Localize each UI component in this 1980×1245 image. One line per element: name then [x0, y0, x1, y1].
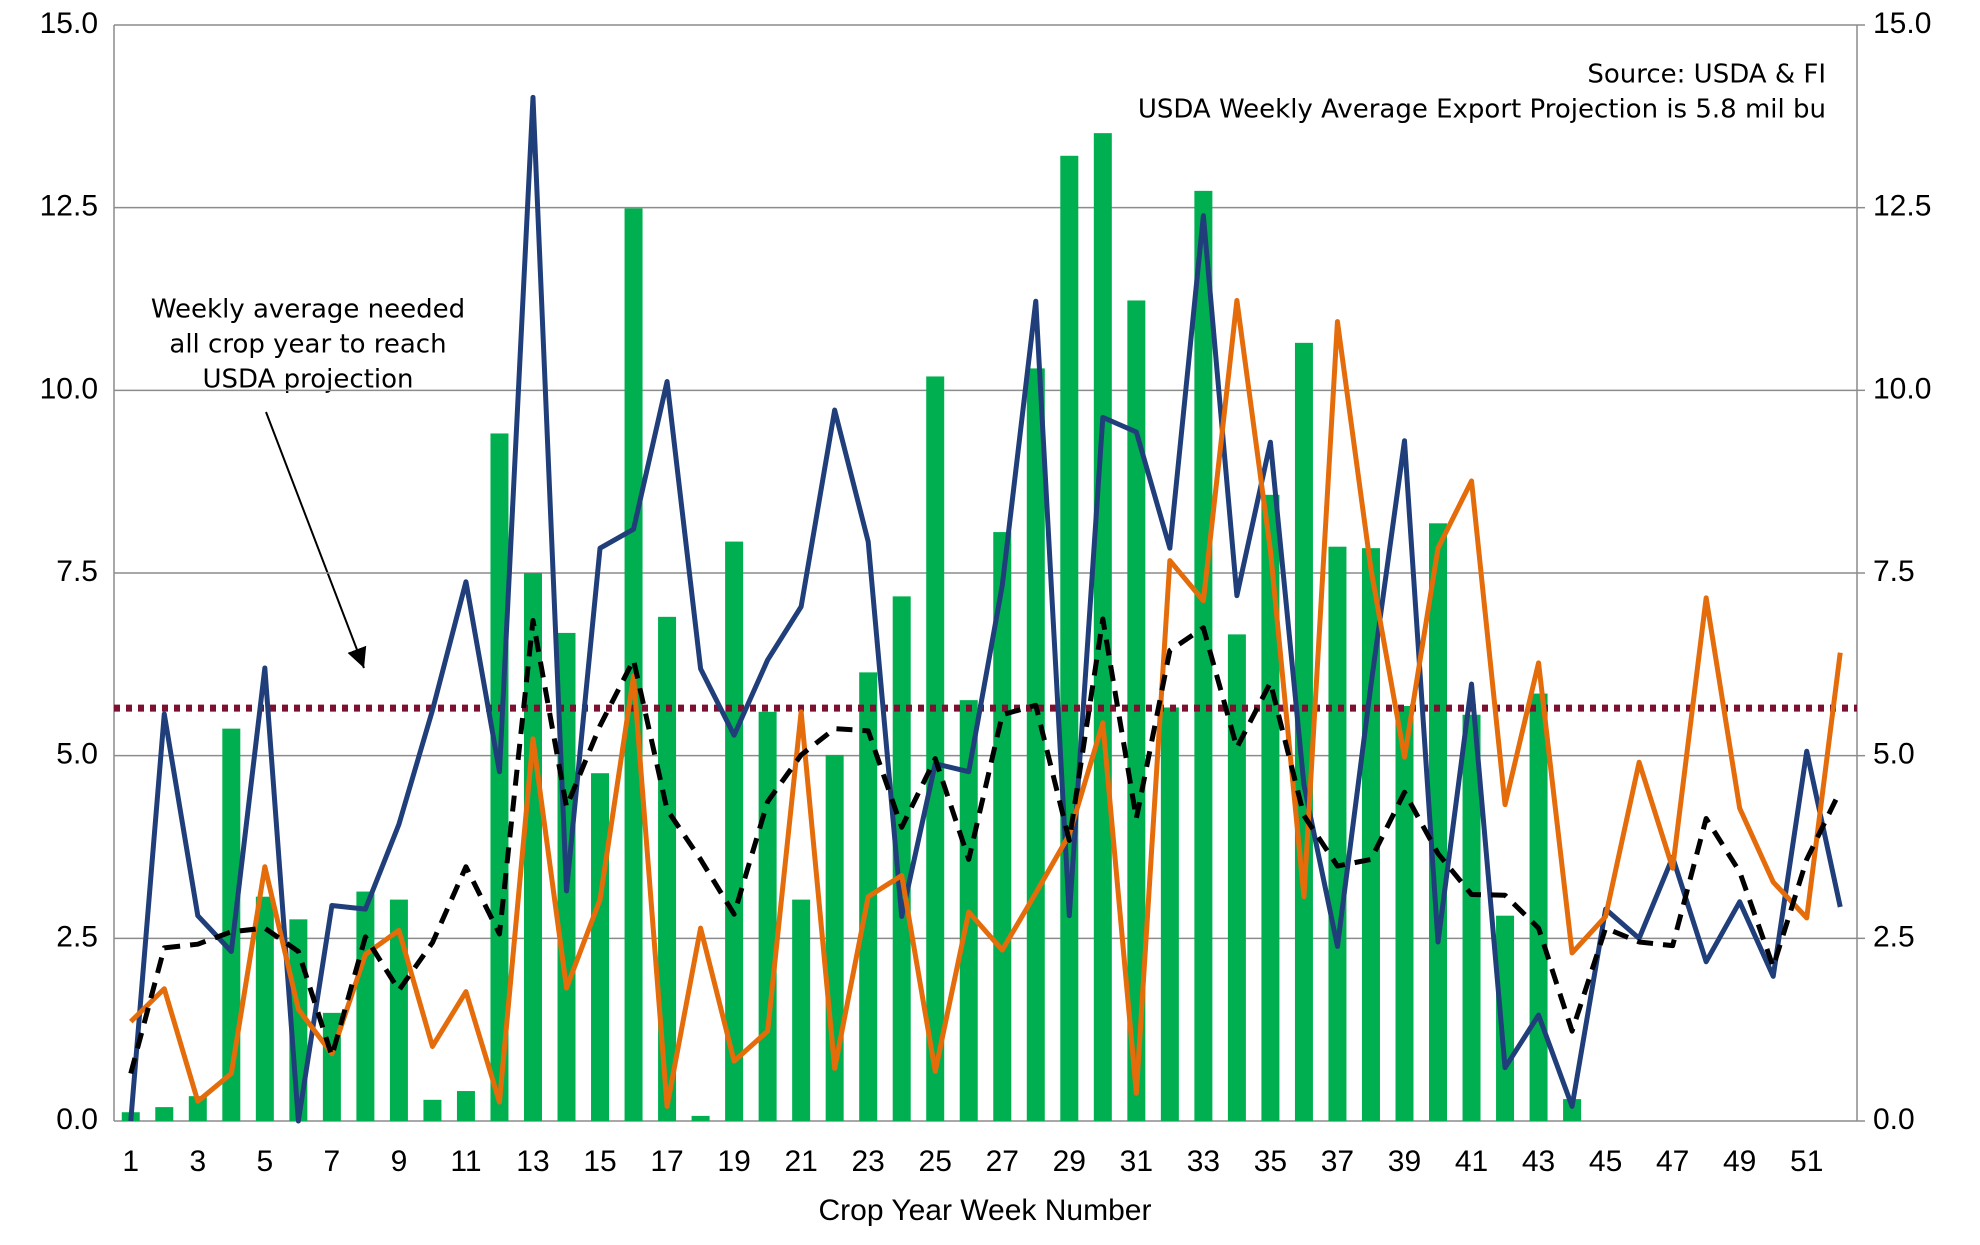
x-tick-label: 49	[1723, 1145, 1756, 1178]
y-tick-label: 5.0	[56, 738, 98, 771]
x-tick-label: 43	[1522, 1145, 1555, 1178]
y2-tick-label: 0.0	[1873, 1103, 1915, 1136]
bar	[591, 773, 610, 1121]
x-tick-label: 37	[1321, 1145, 1354, 1178]
x-tick-label: 15	[583, 1145, 616, 1178]
x-tick-label: 13	[516, 1145, 549, 1178]
bar	[1026, 368, 1045, 1121]
y2-tick-label: 10.0	[1873, 372, 1931, 405]
bar	[222, 728, 241, 1121]
x-tick-label: 17	[650, 1145, 683, 1178]
bar	[255, 896, 274, 1121]
bar	[792, 899, 811, 1121]
bar	[1160, 707, 1179, 1121]
x-tick-label: 5	[256, 1145, 273, 1178]
x-tick-label: 27	[986, 1145, 1019, 1178]
line-series	[129, 297, 1843, 1109]
bar	[389, 899, 408, 1121]
x-tick-label: 29	[1053, 1145, 1086, 1178]
bar	[1496, 915, 1515, 1121]
arrow-note: all crop year to reach	[169, 330, 446, 360]
x-tick-label: 11	[450, 1145, 481, 1178]
bar	[1563, 1099, 1582, 1121]
bar	[892, 596, 911, 1121]
x-tick-label: 21	[784, 1145, 817, 1178]
bar	[356, 891, 375, 1121]
arrow-note: USDA projection	[203, 365, 414, 395]
bar	[523, 573, 542, 1121]
bar	[691, 1115, 710, 1121]
bar	[456, 1091, 475, 1121]
bar	[725, 541, 744, 1121]
x-tick-label: 41	[1455, 1145, 1488, 1178]
x-tick-label: 33	[1187, 1145, 1220, 1178]
x-tick-label: 9	[391, 1145, 408, 1178]
bar	[1060, 155, 1079, 1122]
x-tick-label: 7	[324, 1145, 341, 1178]
x-tick-label: 3	[189, 1145, 206, 1178]
x-tick-label: 47	[1656, 1145, 1689, 1178]
arrow-note: Weekly average needed	[151, 295, 465, 325]
x-axis-label: Crop Year Week Number	[819, 1194, 1152, 1227]
line-series	[128, 616, 1843, 1075]
x-tick-label: 25	[919, 1145, 952, 1178]
bar	[1328, 546, 1347, 1121]
bar	[1529, 693, 1548, 1121]
y-tick-label: 15.0	[40, 7, 98, 40]
y-tick-label: 10.0	[40, 372, 98, 405]
bar	[758, 711, 777, 1121]
y-tick-label: 0.0	[56, 1103, 98, 1136]
x-tick-label: 39	[1388, 1145, 1421, 1178]
y2-tick-label: 5.0	[1873, 738, 1915, 771]
x-tick-label: 31	[1120, 1145, 1153, 1178]
arrow	[265, 411, 367, 669]
projection-note: USDA Weekly Average Export Projection is…	[1138, 95, 1826, 125]
source-note: Source: USDA & FI	[1587, 60, 1826, 90]
y-tick-label: 2.5	[56, 920, 98, 953]
bar	[1294, 342, 1313, 1122]
bar	[1261, 494, 1280, 1121]
bar	[1462, 714, 1481, 1121]
bar	[993, 532, 1012, 1121]
bar	[1361, 548, 1380, 1121]
bar	[155, 1107, 174, 1121]
x-tick-label: 51	[1790, 1145, 1823, 1178]
bar	[658, 616, 677, 1121]
x-tick-label: 23	[851, 1145, 884, 1178]
y2-tick-label: 2.5	[1873, 920, 1915, 953]
x-tick-label: 19	[717, 1145, 750, 1178]
bar	[926, 376, 945, 1121]
bar	[1395, 705, 1414, 1121]
bar	[1227, 634, 1246, 1121]
line-series	[128, 94, 1843, 1124]
y2-tick-label: 15.0	[1873, 7, 1931, 40]
y-tick-label: 7.5	[56, 555, 98, 588]
x-tick-label: 45	[1589, 1145, 1622, 1178]
bar	[1194, 190, 1213, 1121]
x-tick-label: 1	[122, 1145, 139, 1178]
bar	[188, 1096, 207, 1121]
bar	[1429, 523, 1448, 1121]
bar	[490, 433, 509, 1122]
y-tick-label: 12.5	[40, 190, 98, 223]
bar	[423, 1099, 442, 1121]
y2-tick-label: 12.5	[1873, 190, 1931, 223]
x-tick-label: 35	[1254, 1145, 1287, 1178]
y2-tick-label: 7.5	[1873, 555, 1915, 588]
